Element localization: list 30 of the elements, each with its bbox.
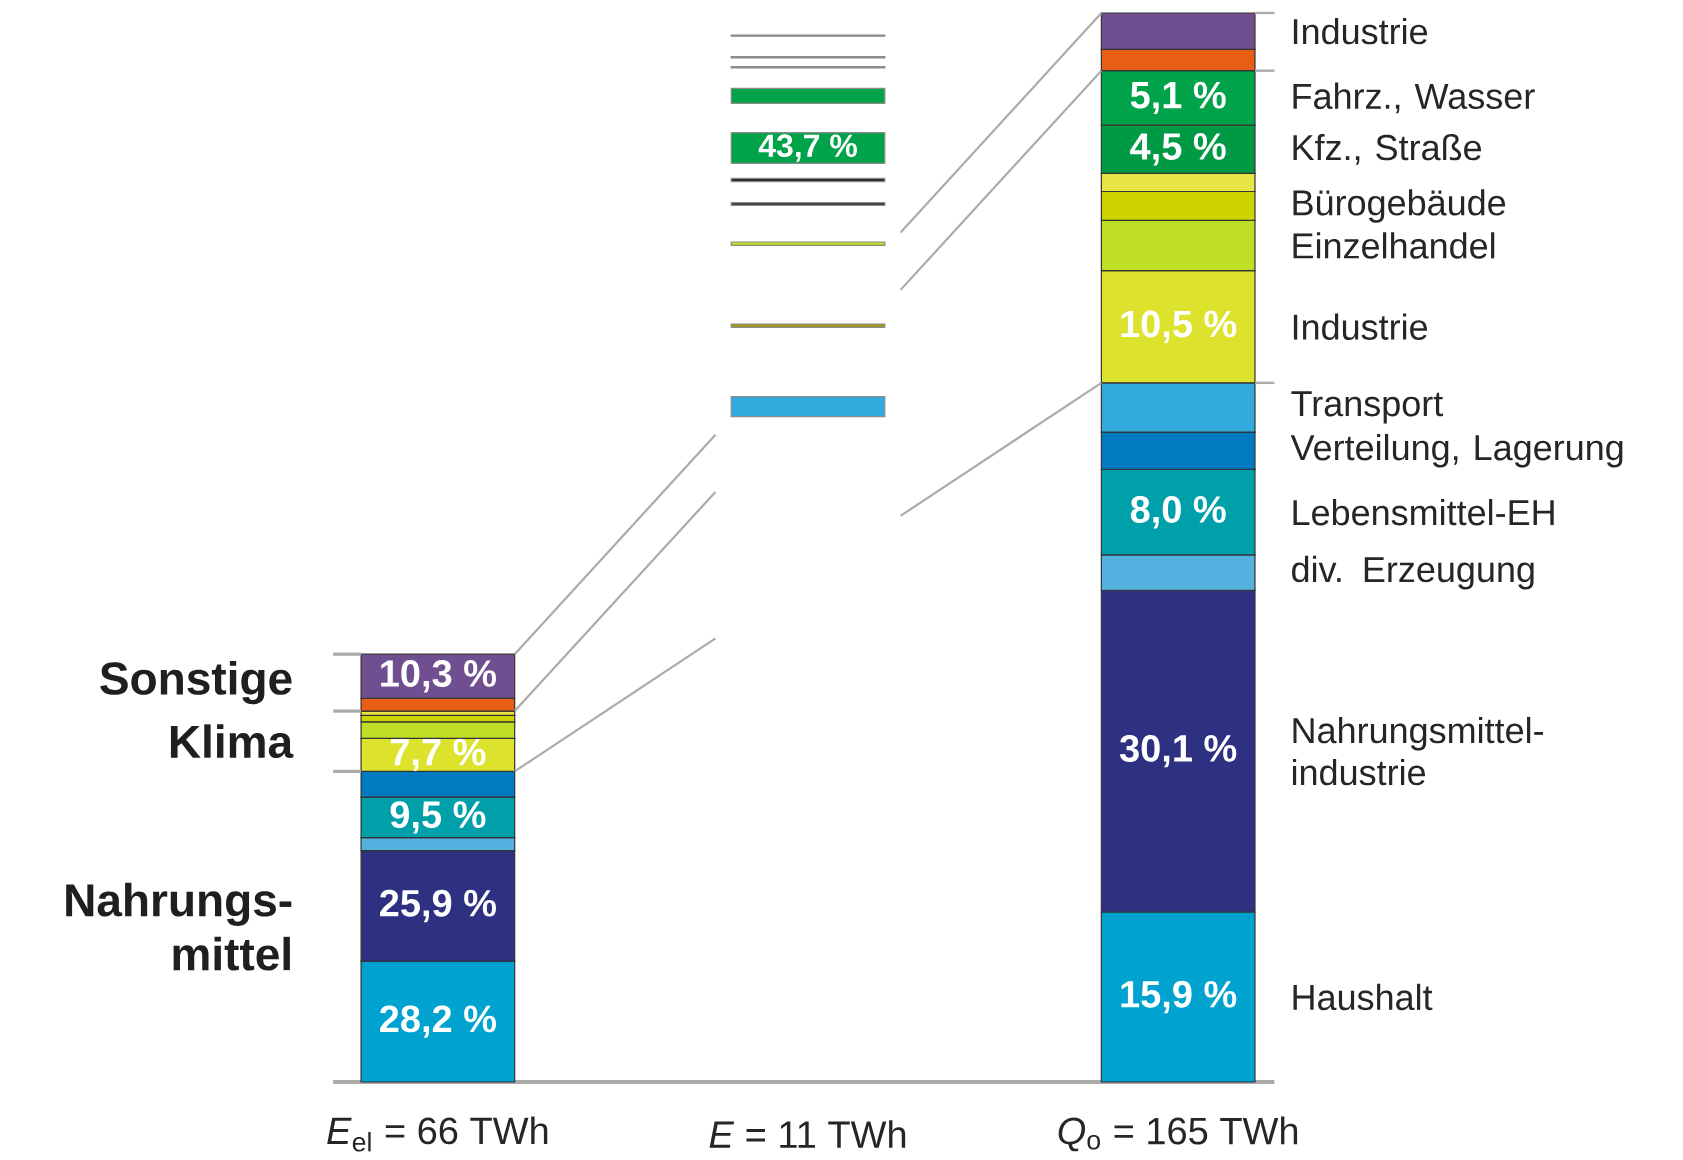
text: Klima <box>170 724 294 759</box>
data-label: 15,9 % <box>1121 980 1237 1014</box>
series-label: Einzelhandel <box>1293 232 1495 259</box>
series-label: Industrie <box>1293 313 1428 340</box>
data-label: 8,0 % <box>1130 495 1226 529</box>
x-tick-label: Q$_{o}$ = 165 TWh <box>1058 1116 1298 1152</box>
data-label: 28,2 % <box>380 1005 496 1038</box>
series-label: Industrie <box>1293 17 1428 45</box>
data-label: 7,7 % <box>390 738 486 772</box>
series-label: Bürogebäude <box>1293 189 1506 223</box>
series-label: Verteilung, Lagerung <box>1290 433 1623 468</box>
series-label: Kfz., Straße <box>1293 133 1482 165</box>
text: Nahrungs-mittel <box>66 882 292 971</box>
text: Sonstige <box>100 661 292 705</box>
series-label: Transport <box>1291 391 1444 424</box>
series-label: div. Erzeugung <box>1292 555 1534 590</box>
data-label: 25,9 % <box>380 889 496 923</box>
data-label: 10,5 % <box>1121 310 1237 343</box>
series-label: Haushalt <box>1293 983 1433 1011</box>
series-label: Fahrz., Wasser <box>1293 82 1535 114</box>
data-label: 9,5 % <box>390 801 486 834</box>
text: 43,7 % <box>758 134 857 162</box>
x-tick-label: E$_{el}$ = 66 TWh <box>327 1116 548 1152</box>
data-label: 30,1 % <box>1119 734 1237 768</box>
data-label: 5,1 % <box>1130 81 1226 115</box>
text: E = 11 TWh <box>709 1120 906 1148</box>
data-label: 4,5 % <box>1130 133 1226 166</box>
series-label: Lebensmittel-EH <box>1293 498 1554 526</box>
series-label: Nahrungsmittel-industrie <box>1292 716 1543 786</box>
data-label: 10,3 % <box>381 660 496 693</box>
